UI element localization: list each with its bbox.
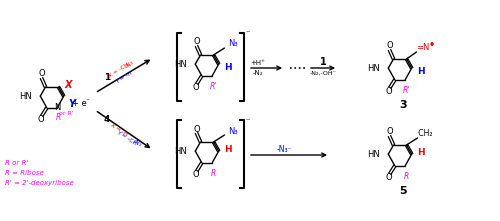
Text: 4: 4 <box>104 116 110 124</box>
Text: R = Ribose: R = Ribose <box>5 170 44 176</box>
Text: ·CH₂: ·CH₂ <box>416 130 433 139</box>
Text: H: H <box>224 145 232 154</box>
Text: =N: =N <box>416 44 429 53</box>
Text: O: O <box>193 38 200 46</box>
Text: or R': or R' <box>59 111 74 116</box>
Text: Y: Y <box>68 99 75 109</box>
Text: R: R <box>404 172 409 181</box>
Text: N₃: N₃ <box>228 40 237 48</box>
Text: HN: HN <box>368 64 380 73</box>
Text: 1: 1 <box>320 57 326 67</box>
Text: HN: HN <box>20 91 32 101</box>
Text: Y = -H: Y = -H <box>115 71 133 85</box>
Text: R': R' <box>210 82 217 91</box>
Text: HN: HN <box>368 150 380 159</box>
Text: X: X <box>65 80 72 90</box>
Text: Y = -CH: Y = -CH <box>115 130 137 146</box>
Text: O: O <box>386 128 393 137</box>
Text: N: N <box>54 103 60 112</box>
Text: X = -CH: X = -CH <box>108 61 130 78</box>
Text: R': R' <box>402 86 410 95</box>
Text: .⁻: .⁻ <box>243 116 251 126</box>
Text: -N₃⁻: -N₃⁻ <box>276 145 292 154</box>
Text: R or R': R or R' <box>5 160 28 166</box>
Text: 5: 5 <box>399 186 407 196</box>
Text: O: O <box>386 42 393 51</box>
Text: -N₂: -N₂ <box>252 70 264 76</box>
Text: + e: + e <box>72 99 87 109</box>
Text: .⁻: .⁻ <box>243 29 251 38</box>
Text: H: H <box>417 148 424 157</box>
Text: H: H <box>224 63 232 72</box>
Text: 3: 3 <box>399 100 407 110</box>
Text: O: O <box>386 87 392 96</box>
Text: HN: HN <box>174 60 188 69</box>
Text: -N₂,-OH⁻: -N₂,-OH⁻ <box>310 70 336 76</box>
Text: O: O <box>386 173 392 182</box>
Text: H: H <box>417 67 424 76</box>
Text: O: O <box>193 124 200 133</box>
Text: R: R <box>56 113 61 122</box>
Text: R: R <box>210 169 216 178</box>
Text: R' = 2'-deoxyribose: R' = 2'-deoxyribose <box>5 180 74 186</box>
Text: O: O <box>38 115 44 124</box>
Text: +H⁺: +H⁺ <box>250 60 266 66</box>
Text: O: O <box>192 83 199 92</box>
Text: •: • <box>428 40 434 50</box>
Text: ⁻: ⁻ <box>85 97 89 105</box>
Text: N₃: N₃ <box>228 126 237 135</box>
Text: X = -H: X = -H <box>110 123 128 137</box>
Text: O: O <box>38 69 45 78</box>
Text: HN: HN <box>174 147 188 156</box>
Text: O: O <box>192 170 199 179</box>
Text: ₂N₃: ₂N₃ <box>125 59 135 69</box>
Text: 1: 1 <box>104 72 110 82</box>
Text: ₂N₃: ₂N₃ <box>132 138 142 148</box>
